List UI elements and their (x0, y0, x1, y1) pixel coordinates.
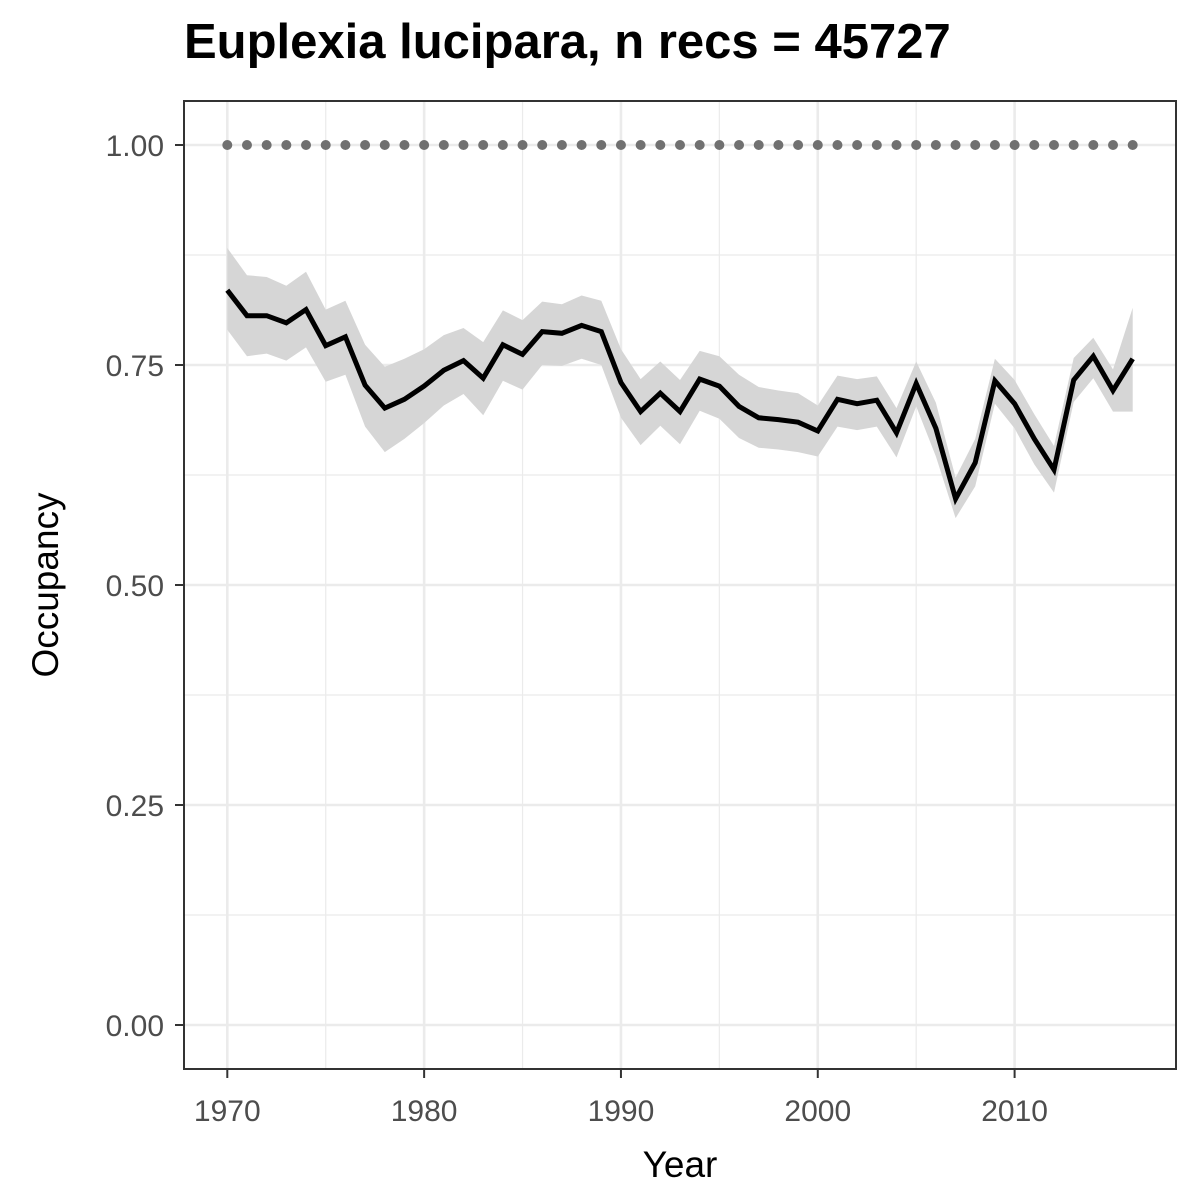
reference-point (222, 140, 233, 150)
reference-point (635, 140, 646, 150)
reference-point (478, 140, 489, 150)
reference-point (793, 140, 804, 150)
reference-point (537, 140, 548, 150)
reference-point (911, 140, 922, 150)
reference-point (379, 140, 390, 150)
reference-point (734, 140, 745, 150)
reference-point (675, 140, 685, 150)
reference-dots (222, 140, 1138, 150)
reference-point (1048, 140, 1059, 150)
reference-point (360, 140, 371, 150)
axes: 1970 1980 1990 2000 2010 0.00 0.25 0.50 0.75 1.00 (106, 130, 1048, 1128)
x-tick-label: 1980 (391, 1095, 458, 1128)
reference-point (1127, 140, 1138, 150)
reference-point (340, 140, 351, 150)
grid (184, 101, 1176, 1069)
y-tick-label: 0.50 (106, 570, 164, 603)
reference-point (301, 140, 312, 150)
confidence-ribbon (227, 248, 1133, 519)
reference-point (950, 140, 961, 150)
reference-point (596, 140, 607, 150)
reference-point (812, 140, 823, 150)
reference-point (694, 140, 705, 150)
reference-point (615, 140, 626, 150)
y-tick-label: 0.25 (106, 790, 164, 823)
reference-point (989, 140, 1000, 150)
occupancy-line (225, 288, 1135, 506)
reference-point (241, 140, 252, 150)
y-axis-title: Occupancy (25, 492, 66, 678)
y-tick-label: 1.00 (106, 130, 164, 163)
reference-point (655, 140, 666, 150)
reference-point (438, 140, 449, 150)
reference-point (458, 140, 469, 150)
reference-point (970, 140, 981, 150)
reference-point (1068, 140, 1079, 150)
x-tick-label: 2000 (784, 1095, 851, 1128)
x-axis-title: Year (643, 1144, 718, 1185)
reference-point (1108, 140, 1119, 150)
chart-title: Euplexia lucipara, n recs = 45727 (184, 15, 951, 69)
x-tick-label: 2010 (981, 1095, 1048, 1128)
reference-point (320, 140, 331, 150)
reference-point (419, 140, 430, 150)
y-tick-label: 0.00 (106, 1010, 164, 1043)
reference-point (852, 140, 863, 150)
reference-point (832, 140, 843, 150)
reference-point (1088, 140, 1099, 150)
reference-point (399, 140, 410, 150)
x-tick-label: 1990 (588, 1095, 655, 1128)
reference-point (281, 140, 292, 150)
reference-point (714, 140, 725, 150)
reference-point (576, 140, 587, 150)
reference-point (556, 140, 567, 150)
reference-point (1029, 140, 1040, 150)
y-tick-label: 0.75 (106, 350, 164, 383)
reference-point (871, 140, 882, 150)
x-tick-label: 1970 (194, 1095, 261, 1128)
reference-point (930, 140, 941, 150)
reference-point (753, 140, 764, 150)
reference-point (1009, 140, 1020, 150)
reference-point (517, 140, 528, 150)
reference-point (497, 140, 508, 150)
reference-point (891, 140, 902, 150)
reference-point (773, 140, 784, 150)
reference-point (261, 140, 272, 150)
